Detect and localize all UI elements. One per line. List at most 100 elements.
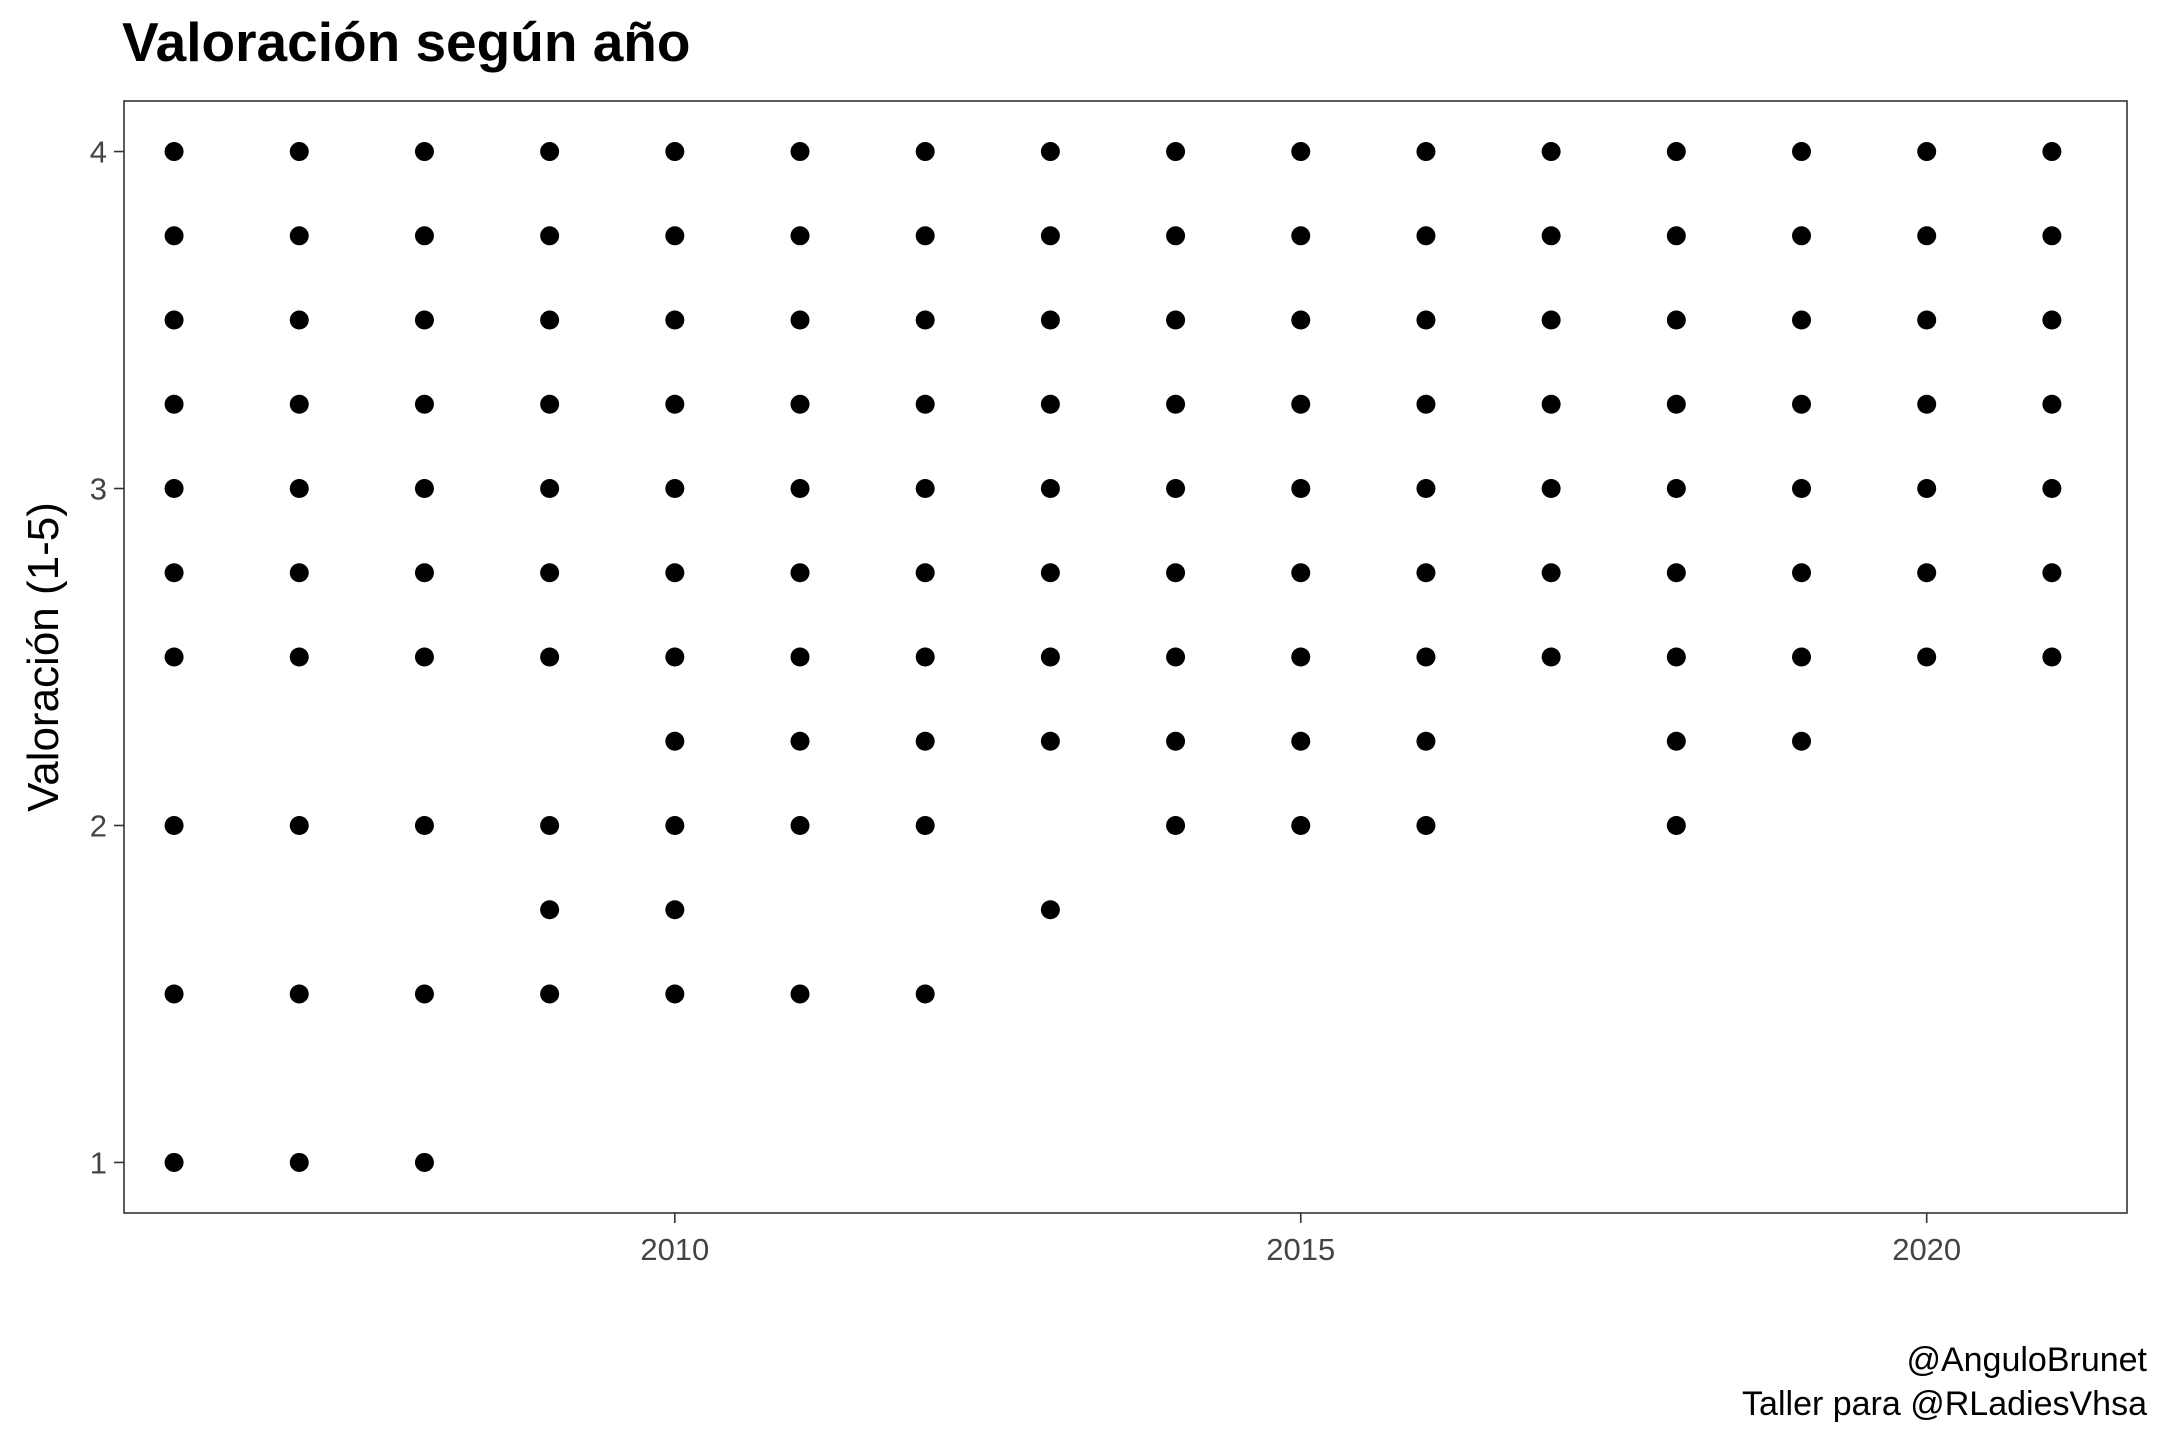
data-point — [1416, 394, 1436, 414]
data-point — [1040, 142, 1060, 162]
data-point — [665, 142, 685, 162]
data-point — [414, 310, 434, 330]
data-point — [2042, 310, 2062, 330]
data-point — [665, 731, 685, 751]
data-point — [1666, 142, 1686, 162]
data-point — [1291, 815, 1311, 835]
data-point — [2042, 394, 2062, 414]
data-point — [1416, 226, 1436, 246]
data-point — [414, 563, 434, 583]
data-point — [1291, 394, 1311, 414]
x-tick-label: 2020 — [1892, 1232, 1961, 1267]
data-point — [665, 900, 685, 920]
data-point — [1541, 142, 1561, 162]
data-point — [1917, 563, 1937, 583]
x-tick-label: 2015 — [1266, 1232, 1335, 1267]
data-point — [1666, 731, 1686, 751]
data-point — [790, 479, 810, 499]
data-point — [1541, 647, 1561, 667]
data-point — [1917, 226, 1937, 246]
data-point — [790, 731, 810, 751]
data-point — [1040, 226, 1060, 246]
data-point — [1166, 563, 1186, 583]
data-point — [289, 310, 309, 330]
data-point — [164, 815, 184, 835]
data-point — [1040, 479, 1060, 499]
data-point — [414, 226, 434, 246]
data-point — [1416, 479, 1436, 499]
data-point — [164, 1152, 184, 1172]
data-point — [1166, 310, 1186, 330]
data-point — [1040, 647, 1060, 667]
data-point — [1666, 479, 1686, 499]
caption-author: @AnguloBrunet — [1906, 1341, 2147, 1379]
data-point — [540, 394, 560, 414]
y-tick-label: 2 — [90, 808, 107, 843]
data-point — [790, 984, 810, 1004]
data-point — [915, 226, 935, 246]
data-point — [665, 984, 685, 1004]
data-point — [1541, 394, 1561, 414]
data-point — [1917, 310, 1937, 330]
caption: @AnguloBrunet Taller para @RLadiesVhsa — [1742, 1338, 2147, 1426]
data-point — [1166, 142, 1186, 162]
data-point — [540, 226, 560, 246]
data-point — [1166, 731, 1186, 751]
data-point — [540, 984, 560, 1004]
data-point — [1166, 647, 1186, 667]
data-point — [540, 563, 560, 583]
data-point — [289, 563, 309, 583]
data-point — [164, 479, 184, 499]
data-point — [915, 984, 935, 1004]
data-point — [289, 479, 309, 499]
data-point — [790, 394, 810, 414]
data-point — [414, 142, 434, 162]
data-point — [915, 815, 935, 835]
data-point — [414, 984, 434, 1004]
x-tick-label: 2010 — [640, 1232, 709, 1267]
data-point — [1416, 563, 1436, 583]
data-point — [1040, 900, 1060, 920]
data-point — [790, 226, 810, 246]
data-point — [289, 142, 309, 162]
data-point — [540, 310, 560, 330]
y-tick-label: 4 — [90, 135, 107, 170]
data-point — [915, 731, 935, 751]
data-point — [414, 647, 434, 667]
data-point — [164, 984, 184, 1004]
data-point — [1666, 647, 1686, 667]
data-point — [164, 226, 184, 246]
data-point — [790, 647, 810, 667]
data-point — [414, 479, 434, 499]
data-point — [1917, 479, 1937, 499]
data-point — [665, 563, 685, 583]
data-point — [1666, 563, 1686, 583]
y-axis-title: Valoración (1-5) — [19, 502, 68, 812]
data-point — [1666, 310, 1686, 330]
data-point — [1792, 563, 1812, 583]
data-point — [1917, 647, 1937, 667]
x-axis: 2010 2015 2020 — [640, 1213, 1961, 1267]
data-point — [665, 479, 685, 499]
data-point — [1166, 226, 1186, 246]
data-point — [1917, 394, 1937, 414]
data-point — [2042, 226, 2062, 246]
data-point — [1792, 479, 1812, 499]
data-point — [1291, 647, 1311, 667]
data-point — [665, 310, 685, 330]
data-point — [1291, 226, 1311, 246]
data-point — [1040, 310, 1060, 330]
data-point — [164, 394, 184, 414]
data-point — [540, 815, 560, 835]
data-point — [1416, 731, 1436, 751]
data-point — [790, 563, 810, 583]
data-point — [1040, 563, 1060, 583]
data-point — [164, 310, 184, 330]
data-point — [289, 226, 309, 246]
data-point — [1166, 479, 1186, 499]
data-point — [1416, 310, 1436, 330]
plot-panel-border — [123, 100, 2128, 1214]
data-point — [1040, 394, 1060, 414]
data-point — [1792, 142, 1812, 162]
